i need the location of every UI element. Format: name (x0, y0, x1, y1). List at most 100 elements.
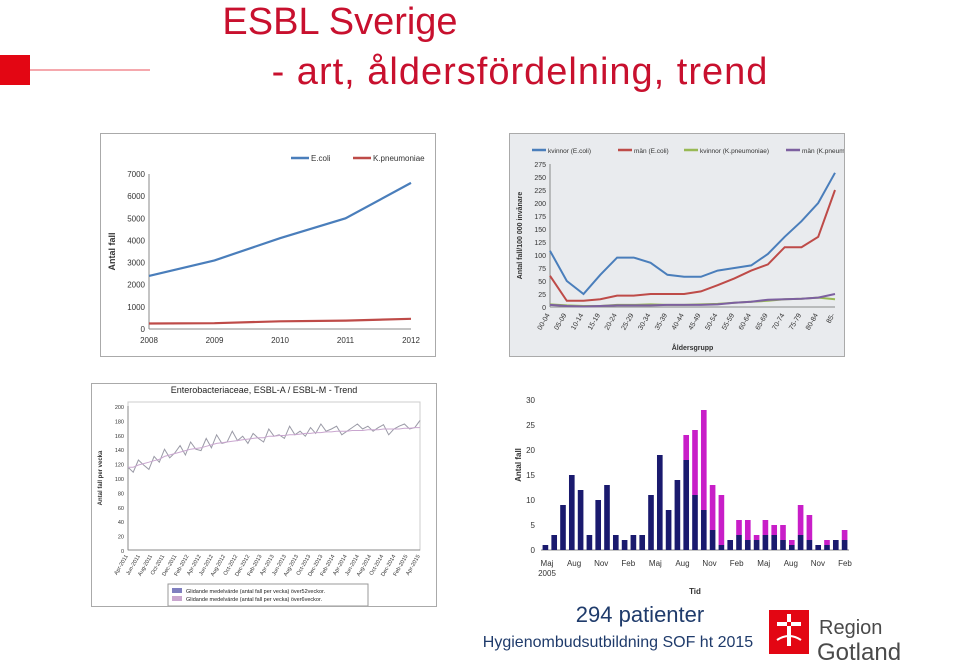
y-tick-label: 60 (118, 506, 124, 512)
bar (771, 535, 778, 550)
bar (736, 535, 742, 550)
y-tick-label: 100 (534, 253, 546, 260)
x-axis-label: Tid (689, 587, 701, 596)
y-tick-label: 0 (141, 325, 146, 334)
y-tick-label: 250 (534, 175, 546, 182)
x-tick-label: Maj (757, 559, 770, 568)
patients-count: 294 patienter (575, 602, 705, 627)
chart-age-distribution: 0 25 50 75 100 125 150 175 200 225 250 275 00-04 05-0… (509, 133, 863, 357)
y-tick-label: 275 (534, 162, 546, 169)
x-tick-label: Nov (702, 559, 716, 568)
bar (604, 485, 610, 550)
footer-text: Hygienombudsutbildning SOF ht 2015 (482, 634, 754, 651)
bar (815, 545, 822, 550)
y-tick-label: 140 (115, 448, 124, 454)
chart-title: Enterobacteriaceae, ESBL-A / ESBL-M - Tr… (171, 385, 358, 395)
legend-swatch (172, 588, 182, 593)
bar (780, 525, 786, 540)
y-tick-label: 6000 (127, 192, 145, 201)
bar (639, 535, 646, 550)
bar (824, 540, 830, 545)
y-tick-label: 1000 (127, 303, 145, 312)
y-axis-label: Antal fall/100 000 invånare (516, 192, 524, 280)
logo-cross-icon (777, 614, 801, 646)
y-tick-label: 200 (534, 201, 546, 208)
y-tick-label: 7000 (127, 170, 145, 179)
series-line (148, 317, 412, 325)
x-tick-label: Aug (675, 559, 689, 568)
y-tick-label: 150 (534, 227, 546, 234)
x-tick-label: Maj (541, 559, 554, 568)
y-tick-label: 20 (526, 446, 535, 455)
bar (753, 535, 760, 540)
bar (542, 545, 549, 550)
y-tick-label: 200 (115, 405, 124, 411)
y-tick-label: 0 (531, 546, 536, 555)
bar (744, 520, 751, 540)
bar (577, 490, 584, 550)
bar (700, 410, 707, 510)
y-tick-label: 4000 (127, 236, 145, 245)
plot-area (127, 401, 421, 551)
logo-text-gotland: Gotland (817, 639, 901, 666)
y-tick-label: 0 (542, 305, 546, 312)
y-axis-label: Antal fall per vecka (98, 450, 104, 505)
bar (692, 495, 698, 550)
bar (665, 510, 672, 550)
chart-monthly-cases: 0 5 10 15 20 25 30 Maj 2005 Aug Nov Feb Maj Aug Nov Feb… (505, 388, 855, 602)
legend-label: män (K.pneumoniae) (802, 148, 844, 155)
bar (780, 540, 786, 550)
bar (788, 545, 795, 550)
bar (586, 535, 593, 550)
bar (718, 495, 725, 545)
y-tick-label: 25 (526, 421, 535, 430)
x-tick-label: Nov (594, 559, 608, 568)
x-tick-label: Aug (784, 559, 798, 568)
bar (762, 535, 769, 550)
x-tick-label: Aug (567, 559, 581, 568)
bar (771, 525, 778, 535)
y-tick-label: 25 (538, 292, 546, 299)
series-line (549, 293, 836, 308)
y-tick-label: 125 (534, 240, 546, 247)
y-tick-label: 0 (121, 549, 124, 555)
x-tick-label: 2009 (206, 336, 224, 345)
bar (727, 540, 734, 550)
y-tick-label: 180 (115, 419, 124, 425)
bar (683, 460, 690, 550)
bar (762, 520, 769, 535)
bar (560, 505, 566, 550)
chart-species-trend: 0 1000 2000 3000 4000 5000 6000 7000 2008 2009 201… (100, 133, 436, 357)
bar (674, 480, 681, 550)
y-tick-label: 3000 (127, 259, 145, 268)
bar (683, 435, 690, 460)
x-tick-label: 2011 (337, 336, 355, 345)
y-tick-label: 225 (534, 188, 546, 195)
series-line (549, 189, 836, 302)
bar (832, 540, 839, 550)
bar (736, 520, 742, 535)
y-tick-label: 40 (118, 520, 124, 526)
x-tick-label: 2008 (140, 336, 158, 345)
x-tick-label: Maj (649, 559, 662, 568)
legend-label: kvinnor (K.pneumoniae) (700, 148, 769, 155)
bar (709, 530, 716, 550)
bar (753, 540, 760, 550)
logo-text-region: Region (819, 617, 882, 639)
bar (692, 430, 698, 495)
chart-esbl-trend: Enterobacteriaceae, ESBL-A / ESBL-M - Tr… (91, 383, 437, 607)
y-tick-label: 100 (115, 477, 124, 483)
x-tick-label: 2012 (402, 336, 420, 345)
bar (744, 540, 751, 550)
x-axis-label: Åldersgrupp (672, 343, 714, 352)
legend-label: kvinnor (E.coli) (548, 148, 591, 155)
legend-label: K.pneumoniae (373, 154, 425, 163)
plot-background (510, 134, 844, 356)
bar (700, 510, 707, 550)
bar (797, 535, 804, 550)
title-line1: ESBL Sverige (222, 1, 458, 43)
accent-square (0, 55, 30, 85)
series-line (549, 172, 836, 296)
x-tick-label: 2010 (271, 336, 289, 345)
bar (824, 545, 830, 550)
